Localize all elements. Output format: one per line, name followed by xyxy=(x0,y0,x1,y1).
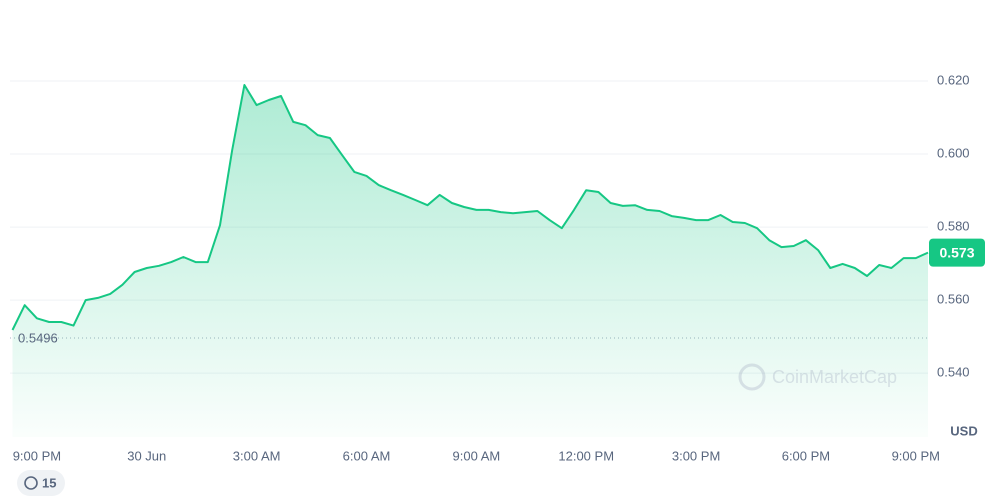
badge-bg[interactable] xyxy=(17,470,65,496)
x-tick-label: 6:00 AM xyxy=(343,448,391,463)
x-tick-label: 30 Jun xyxy=(127,448,166,463)
watermark-text: CoinMarketCap xyxy=(772,367,897,387)
unit-label: USD xyxy=(950,423,977,438)
badge-icon xyxy=(24,476,38,490)
y-tick-label: 0.560 xyxy=(937,292,970,307)
current-price-label: 0.573 xyxy=(939,244,974,260)
x-tick-label: 3:00 PM xyxy=(672,448,720,463)
y-tick-label: 0.580 xyxy=(937,219,970,234)
price-line xyxy=(11,84,929,331)
x-tick-label: 9:00 PM xyxy=(892,448,940,463)
x-tick-label: 6:00 PM xyxy=(782,448,830,463)
y-tick-label: 0.540 xyxy=(937,365,970,380)
price-area xyxy=(12,85,928,437)
reference-label: 0.5496 xyxy=(18,330,58,345)
x-tick-label: 9:00 PM xyxy=(13,448,61,463)
x-tick-label: 12:00 PM xyxy=(558,448,614,463)
badge-text: 15 xyxy=(42,475,56,490)
plot xyxy=(11,84,929,437)
x-tick-label: 9:00 AM xyxy=(453,448,501,463)
y-tick-label: 0.620 xyxy=(937,72,970,87)
history-badge[interactable]: 15 xyxy=(17,470,65,496)
watermark: CoinMarketCap xyxy=(738,363,897,391)
x-tick-label: 3:00 AM xyxy=(233,448,281,463)
y-tick-label: 0.600 xyxy=(937,145,970,160)
watermark-logo xyxy=(738,363,766,391)
current-price-badge xyxy=(929,238,985,267)
